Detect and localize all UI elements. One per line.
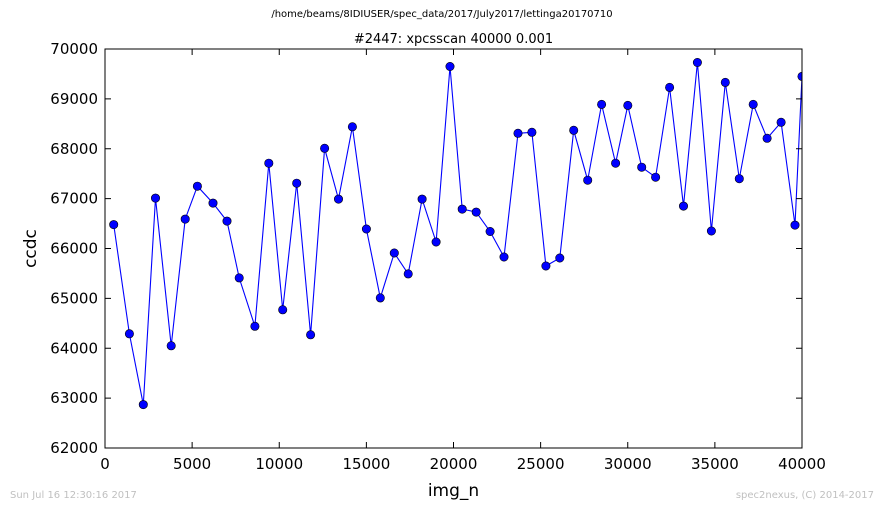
data-point [124,329,134,339]
data-point [471,207,481,217]
data-point [208,198,218,208]
data-point [651,172,661,182]
data-point [250,321,260,331]
data-point [790,220,800,230]
footer-timestamp: Sun Jul 16 12:30:16 2017 [10,490,137,501]
y-tick-label: 67000 [50,190,98,208]
data-point [445,61,455,71]
data-point [706,226,716,236]
data-point [347,122,357,132]
file-path-title: /home/beams/8IDIUSER/spec_data/2017/July… [271,9,613,20]
series-layer [109,57,802,410]
data-point [234,273,244,283]
data-point [278,305,288,315]
data-point [637,162,647,172]
data-point [375,293,385,303]
data-point [734,174,744,184]
data-point [555,253,565,263]
x-tick-label: 10000 [255,455,303,473]
x-tick-label: 5000 [173,455,211,473]
data-point [166,341,176,351]
footer-credit: spec2nexus, (C) 2014-2017 [735,490,874,501]
ticks-layer: 0 5000 10000 15000 20000 25000 30000 35000 40000… [50,40,826,473]
data-point [403,269,413,279]
data-point [527,127,537,137]
data-point [292,178,302,188]
data-point [431,237,441,247]
data-point [692,57,702,67]
x-tick-label: 25000 [517,455,565,473]
data-point [138,400,148,410]
data-point [333,194,343,204]
data-point [417,194,427,204]
data-point [541,261,551,271]
data-point [306,330,316,340]
data-point [192,181,202,191]
data-point [485,227,495,237]
chart-title: #2447: xpcsscan 40000 0.001 [354,32,553,47]
y-tick-label: 65000 [50,289,98,307]
y-tick-label: 70000 [50,40,98,58]
data-point [776,117,786,127]
x-tick-label: 35000 [691,455,739,473]
y-tick-label: 63000 [50,389,98,407]
x-tick-label: 40000 [778,455,826,473]
x-tick-label: 15000 [343,455,391,473]
data-point [623,100,633,110]
data-point [569,125,579,135]
y-tick-label: 64000 [50,339,98,357]
y-tick-label: 66000 [50,240,98,258]
y-tick-label: 69000 [50,90,98,108]
data-point [151,193,161,203]
data-point [109,220,119,230]
data-point [748,99,758,109]
data-point [513,128,523,138]
data-point [583,175,593,185]
data-point [222,216,232,226]
data-point [264,158,274,168]
data-point [762,133,772,143]
data-point [457,204,467,214]
x-tick-label: 30000 [604,455,652,473]
x-tick-label: 0 [100,455,110,473]
data-point [611,158,621,168]
x-axis-label: img_n [428,481,479,501]
data-point [678,201,688,211]
data-point [720,77,730,87]
y-tick-label: 68000 [50,140,98,158]
data-point [389,248,399,258]
data-point [361,224,371,234]
data-point [499,252,509,262]
data-point [320,143,330,153]
series-line [113,62,802,405]
data-point [597,99,607,109]
data-point [180,214,190,224]
data-point [665,82,675,92]
y-axis-label: ccdc [21,229,41,268]
x-tick-label: 20000 [430,455,478,473]
y-tick-label: 62000 [50,439,98,457]
